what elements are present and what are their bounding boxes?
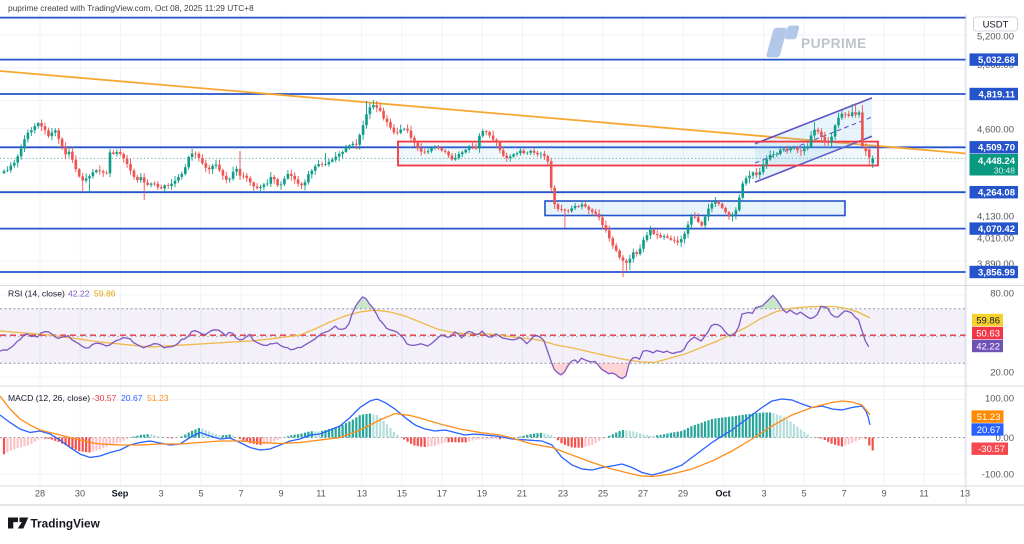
svg-text:21: 21 xyxy=(517,489,527,499)
svg-text:TradingView: TradingView xyxy=(31,517,101,531)
svg-text:MACD (12, 26, close): MACD (12, 26, close) xyxy=(8,393,90,403)
svg-text:11: 11 xyxy=(316,489,326,499)
svg-text:0.00: 0.00 xyxy=(996,433,1015,444)
svg-text:20.67: 20.67 xyxy=(121,393,143,403)
svg-text:3,856.99: 3,856.99 xyxy=(978,267,1015,278)
svg-text:9: 9 xyxy=(881,489,886,499)
svg-text:3: 3 xyxy=(761,489,766,499)
svg-text:59.86: 59.86 xyxy=(976,315,1000,326)
svg-text:13: 13 xyxy=(960,489,970,499)
svg-text:42.22: 42.22 xyxy=(68,289,90,299)
svg-text:20.67: 20.67 xyxy=(977,425,1001,436)
svg-text:100.00: 100.00 xyxy=(985,393,1014,404)
svg-text:4,819.11: 4,819.11 xyxy=(979,89,1016,100)
svg-text:3,890.00: 3,890.00 xyxy=(977,259,1014,270)
svg-text:5: 5 xyxy=(198,489,203,499)
svg-text:4,264.08: 4,264.08 xyxy=(978,188,1015,199)
svg-text:4,070.42: 4,070.42 xyxy=(978,224,1015,235)
svg-text:17: 17 xyxy=(437,489,447,499)
svg-text:Sep: Sep xyxy=(112,489,129,499)
svg-text:PUPRIME: PUPRIME xyxy=(801,36,867,51)
svg-text:USDT: USDT xyxy=(983,20,1009,31)
svg-text:13: 13 xyxy=(357,489,367,499)
svg-text:Oct: Oct xyxy=(715,489,730,499)
svg-text:5,200.00: 5,200.00 xyxy=(977,31,1014,42)
svg-text:51.23: 51.23 xyxy=(147,393,169,403)
svg-text:15: 15 xyxy=(397,489,407,499)
svg-text:4,600.00: 4,600.00 xyxy=(977,124,1014,135)
svg-text:9: 9 xyxy=(278,489,283,499)
svg-text:80.00: 80.00 xyxy=(990,288,1014,299)
svg-text:50.63: 50.63 xyxy=(976,328,1000,339)
svg-text:59.86: 59.86 xyxy=(94,289,116,299)
svg-text:7: 7 xyxy=(238,489,243,499)
svg-text:28: 28 xyxy=(35,489,45,499)
svg-text:7: 7 xyxy=(841,489,846,499)
svg-text:3: 3 xyxy=(158,489,163,499)
svg-text:42.22: 42.22 xyxy=(976,341,1000,352)
svg-text:5,032.68: 5,032.68 xyxy=(978,55,1015,66)
svg-text:5: 5 xyxy=(801,489,806,499)
svg-text:4,509.70: 4,509.70 xyxy=(978,143,1015,154)
svg-text:30: 30 xyxy=(75,489,85,499)
svg-text:27: 27 xyxy=(638,489,648,499)
svg-text:-30.57: -30.57 xyxy=(92,393,117,403)
svg-text:4,448.24: 4,448.24 xyxy=(978,156,1016,167)
svg-text:20.00: 20.00 xyxy=(990,367,1014,378)
svg-text:19: 19 xyxy=(477,489,487,499)
svg-text:RSI (14, close): RSI (14, close) xyxy=(8,289,65,299)
svg-text:4,130.00: 4,130.00 xyxy=(977,211,1014,222)
svg-text:25: 25 xyxy=(598,489,608,499)
svg-text:11: 11 xyxy=(919,489,929,499)
svg-text:-100.00: -100.00 xyxy=(982,469,1014,480)
svg-text:29: 29 xyxy=(678,489,688,499)
svg-text:51.23: 51.23 xyxy=(977,412,1001,423)
svg-text:23: 23 xyxy=(558,489,568,499)
svg-text:30:48: 30:48 xyxy=(994,166,1016,176)
svg-text:puprime created with TradingVi: puprime created with TradingView.com, Oc… xyxy=(8,3,254,13)
svg-text:-30.57: -30.57 xyxy=(978,444,1005,455)
svg-text:4,010.00: 4,010.00 xyxy=(977,233,1014,244)
